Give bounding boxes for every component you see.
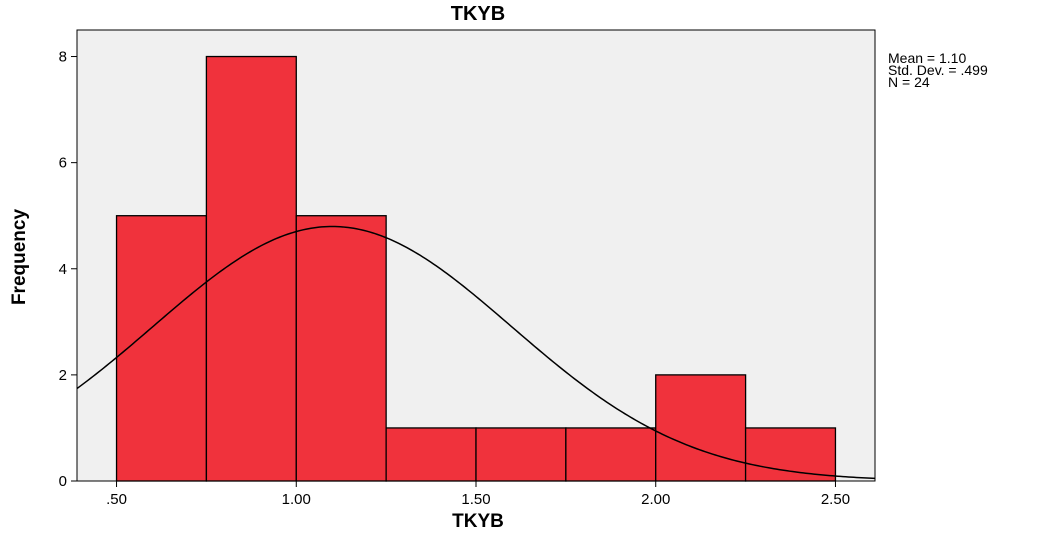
y-tick-label: 6 — [59, 155, 67, 172]
bar — [655, 374, 747, 482]
bar — [385, 427, 477, 482]
stat-std-dev: Std. Dev. = .499 — [888, 62, 988, 78]
bar — [475, 427, 567, 482]
stats-box: Mean = 1.10 Std. Dev. = .499 N = 24 — [888, 50, 988, 90]
normal-curve — [76, 225, 876, 480]
stat-n: N = 24 — [888, 74, 930, 90]
x-axis: .50 1.00 1.50 2.00 2.50 — [106, 481, 850, 508]
bar — [295, 215, 387, 482]
y-tick-label: 8 — [59, 49, 67, 66]
bar — [565, 427, 657, 482]
bar — [115, 215, 208, 482]
chart-title: TKYB — [451, 3, 505, 25]
y-axis-label: Frequency — [9, 209, 30, 306]
x-axis-label: TKYB — [452, 511, 504, 532]
bar — [205, 55, 297, 482]
bars-group — [115, 55, 837, 482]
bar — [744, 427, 837, 482]
y-tick-label: 0 — [59, 473, 67, 490]
x-tick-label: 2.00 — [641, 491, 670, 508]
stat-mean: Mean = 1.10 — [888, 50, 966, 66]
x-tick-label: 1.50 — [461, 491, 490, 508]
y-tick-label: 2 — [59, 367, 67, 384]
x-tick-label: .50 — [106, 491, 127, 508]
y-axis: 0 2 4 6 8 — [59, 49, 77, 490]
x-tick-label: 1.00 — [282, 491, 311, 508]
x-tick-label: 2.50 — [821, 491, 850, 508]
y-tick-label: 4 — [59, 261, 67, 278]
